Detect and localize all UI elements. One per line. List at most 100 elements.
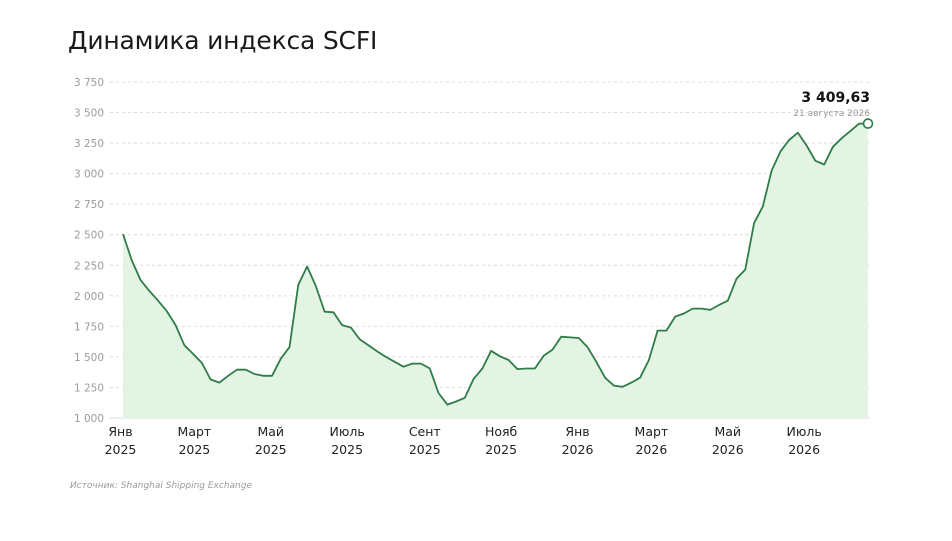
data-point: [744, 268, 746, 270]
data-point: [630, 381, 632, 383]
data-point: [656, 329, 658, 331]
data-point: [770, 169, 772, 171]
data-point: [122, 233, 124, 235]
data-point: [779, 150, 781, 152]
y-tick-label: 2 500: [74, 230, 104, 242]
data-point: [718, 304, 720, 306]
data-point: [841, 137, 843, 139]
data-point: [516, 368, 518, 370]
x-tick-label-month: Янв: [108, 424, 132, 439]
data-point: [271, 375, 273, 377]
data-point: [420, 362, 422, 364]
data-point: [490, 350, 492, 352]
data-point: [131, 259, 133, 261]
data-point: [227, 375, 229, 377]
data-point: [525, 367, 527, 369]
data-point: [849, 130, 851, 132]
data-point: [201, 362, 203, 364]
data-point: [762, 205, 764, 207]
y-tick-label: 1 750: [74, 321, 104, 333]
x-tick-label-month: Янв: [565, 424, 589, 439]
x-tick-label-year: 2026: [562, 442, 594, 457]
data-point: [341, 324, 343, 326]
y-tick-label: 2 750: [74, 199, 104, 211]
last-point-marker: [862, 118, 874, 129]
data-point: [481, 367, 483, 369]
x-tick-label-year: 2025: [178, 442, 210, 457]
y-tick-label: 2 250: [74, 260, 104, 272]
series-line: [122, 122, 868, 406]
data-point: [437, 392, 439, 394]
data-point: [499, 355, 501, 357]
data-point: [183, 344, 185, 346]
data-point: [753, 222, 755, 224]
data-point: [297, 284, 299, 286]
x-tick-label-month: Май: [257, 424, 284, 439]
data-point: [674, 315, 676, 317]
data-point: [148, 290, 150, 292]
x-tick-label-month: Март: [635, 424, 669, 439]
data-point: [595, 361, 597, 363]
data-point: [560, 336, 562, 338]
x-axis: Янв 2025 Март 2025 Май 2025 Июль 2025 Сент 2025 Но…: [105, 424, 822, 457]
data-point: [262, 375, 264, 377]
data-point: [385, 356, 387, 358]
x-tick-label-year: 2026: [635, 442, 667, 457]
data-point: [639, 377, 641, 379]
data-point: [236, 369, 238, 371]
data-point: [323, 311, 325, 313]
x-tick-label-year: 2025: [105, 442, 137, 457]
data-point: [543, 355, 545, 357]
data-point: [613, 384, 615, 386]
annotation: 3 409,63 21 августа 2026: [793, 90, 874, 129]
data-point: [306, 265, 308, 267]
data-point: [569, 336, 571, 338]
data-point: [823, 163, 825, 165]
data-point: [692, 307, 694, 309]
y-tick-label: 3 750: [74, 77, 104, 89]
y-axis: 1 000 1 250 1 500 1 750 2 000 2 250 2 500 2 750…: [74, 77, 104, 425]
y-tick-label: 1 000: [74, 413, 104, 425]
data-point: [280, 358, 282, 360]
data-point: [402, 366, 404, 368]
data-point: [218, 381, 220, 383]
data-point: [358, 338, 360, 340]
data-point: [174, 324, 176, 326]
y-tick-label: 2 000: [74, 291, 104, 303]
data-point: [586, 346, 588, 348]
data-point: [797, 132, 799, 134]
x-tick-label-year: 2025: [409, 442, 441, 457]
data-point: [139, 279, 141, 281]
data-point: [394, 361, 396, 363]
y-tick-label: 1 500: [74, 352, 104, 364]
data-point: [683, 312, 685, 314]
series-area-fill: [123, 123, 868, 418]
data-point: [604, 377, 606, 379]
data-point: [429, 367, 431, 369]
data-point: [376, 350, 378, 352]
last-value-label: 3 409,63: [801, 90, 870, 106]
y-tick-label: 1 250: [74, 382, 104, 394]
data-point: [253, 373, 255, 375]
data-point: [578, 337, 580, 339]
data-point: [367, 344, 369, 346]
data-point: [245, 369, 247, 371]
data-point: [472, 378, 474, 380]
x-tick-label-year: 2025: [485, 442, 517, 457]
area-layer: [122, 122, 868, 418]
data-point: [166, 310, 168, 312]
data-point: [727, 300, 729, 302]
data-point: [315, 285, 317, 287]
data-point: [455, 400, 457, 402]
data-point: [814, 160, 816, 162]
x-tick-label-year: 2025: [255, 442, 287, 457]
data-point: [832, 146, 834, 148]
data-point: [464, 397, 466, 399]
data-point: [665, 329, 667, 331]
data-point: [709, 309, 711, 311]
x-tick-label-month: Май: [714, 424, 741, 439]
x-tick-label-month: Нояб: [485, 424, 518, 439]
data-point: [209, 378, 211, 380]
x-tick-label-year: 2025: [331, 442, 363, 457]
x-tick-label-month: Июль: [330, 424, 365, 439]
